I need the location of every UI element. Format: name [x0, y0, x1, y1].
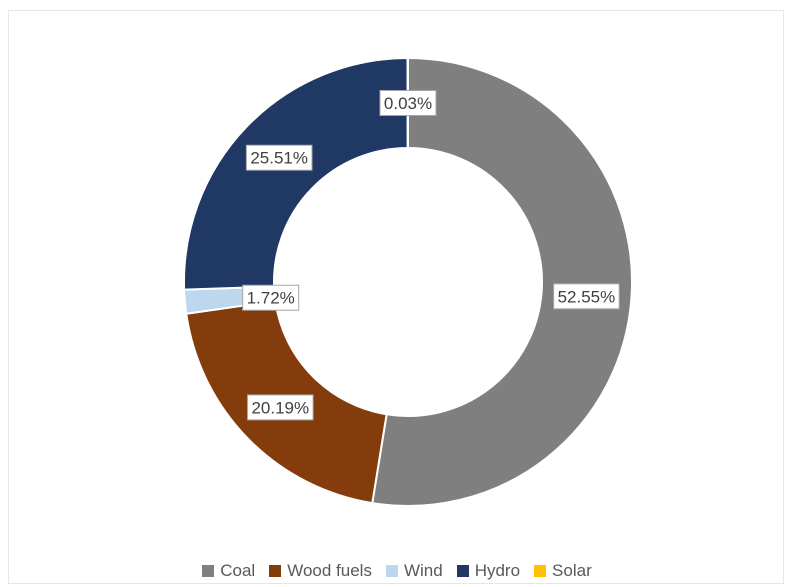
legend-item-wind: Wind: [385, 561, 443, 581]
legend-item-wood-fuels: Wood fuels: [269, 561, 372, 581]
legend-label-coal: Coal: [220, 561, 256, 580]
data-label-hydro: 25.51%: [245, 144, 313, 171]
data-label-wood-fuels: 20.19%: [246, 394, 314, 421]
data-label-text: 20.19%: [251, 398, 309, 417]
legend-item-hydro: Hydro: [456, 561, 521, 581]
legend-swatch-hydro: [456, 565, 469, 577]
data-label-wind: 1.72%: [242, 284, 300, 311]
data-label-text: 1.72%: [247, 289, 295, 308]
slice-hydro: [183, 56, 409, 291]
data-label-solar: 0.03%: [379, 90, 437, 116]
legend-label-hydro: Hydro: [474, 561, 521, 580]
data-label-text: 52.55%: [558, 287, 616, 306]
legend-item-solar: Solar: [534, 561, 592, 581]
data-label-box: [553, 283, 620, 310]
data-label-text: 25.51%: [250, 149, 308, 168]
data-label-coal: 52.55%: [553, 283, 620, 310]
data-label-box: [246, 394, 314, 421]
legend-swatch-wood-fuels: [269, 565, 282, 577]
data-label-box: [242, 284, 300, 311]
legend-swatch-coal: [202, 565, 215, 577]
legend: Coal Wood fuels Wind Hydro Solar: [0, 560, 794, 582]
legend-label-wood-fuels: Wood fuels: [287, 561, 372, 580]
slice-coal: [371, 56, 633, 507]
data-label-box: [245, 144, 313, 171]
legend-swatch-solar: [534, 565, 547, 577]
legend-label-wind: Wind: [403, 561, 443, 580]
legend-swatch-wind: [385, 565, 398, 577]
legend-item-coal: Coal: [202, 561, 255, 581]
legend-label-solar: Solar: [552, 561, 592, 580]
data-label-text: 0.03%: [384, 94, 432, 113]
data-label-box: [379, 90, 437, 116]
